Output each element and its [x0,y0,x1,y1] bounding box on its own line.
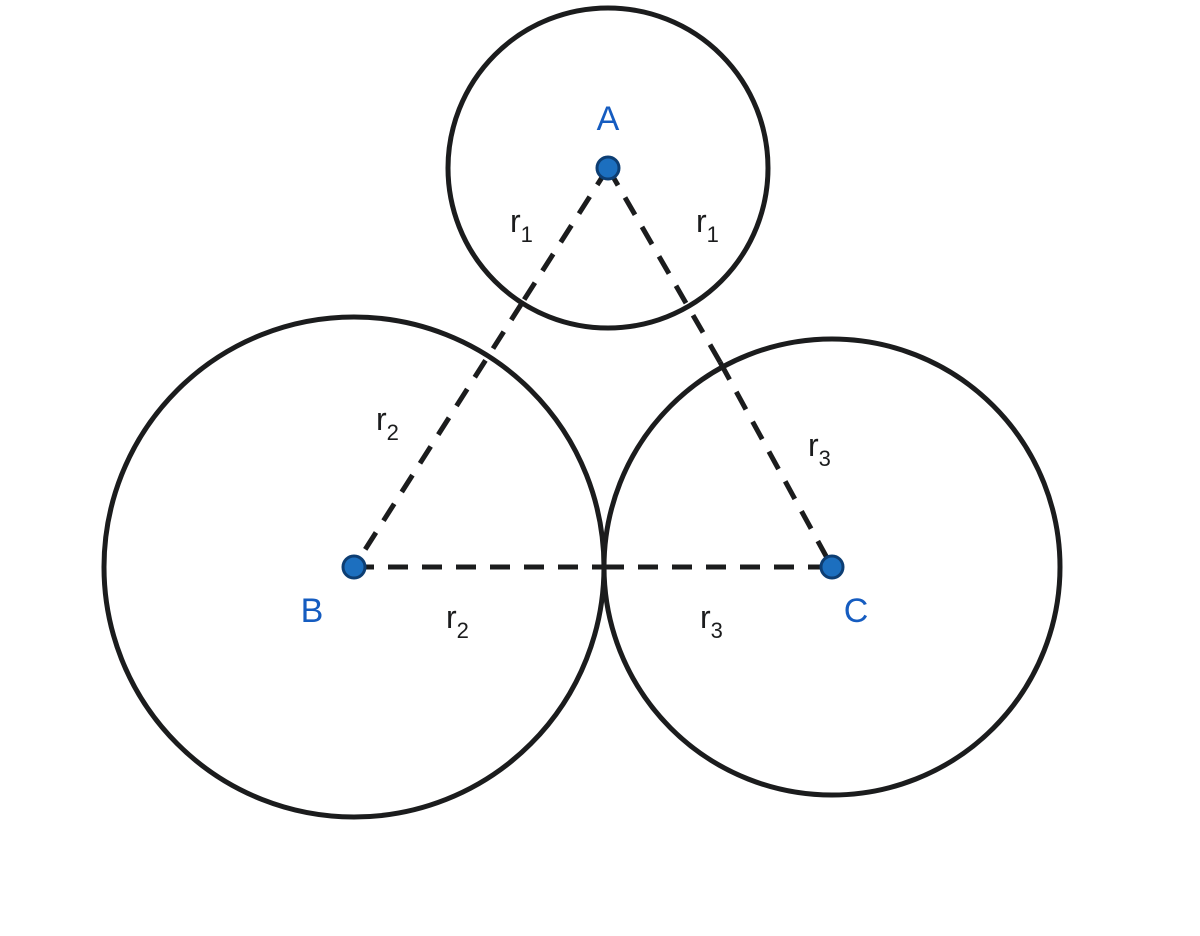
vertex-label-c: C [844,592,869,630]
segment-c-to-ac-tangent [720,362,832,567]
radius-label-r3-upper: r3 [808,427,831,471]
radius-label-r1-right: r1 [696,203,719,247]
segment-a-to-ac-tangent [608,168,720,362]
center-dot-b [343,556,365,578]
radius-label-r2-lower: r2 [446,599,469,643]
radius-label-r2-upper: r2 [376,401,399,445]
tangent-circles-diagram: A B C r1 r1 r2 r2 r3 r3 [0,0,1200,936]
vertex-label-a: A [597,100,620,138]
vertex-label-b: B [301,592,324,630]
center-dot-a [597,157,619,179]
segment-a-to-ab-tangent [522,168,608,303]
radius-label-r3-lower: r3 [700,599,723,643]
radius-label-r1-left: r1 [510,203,533,247]
center-dot-c [821,556,843,578]
